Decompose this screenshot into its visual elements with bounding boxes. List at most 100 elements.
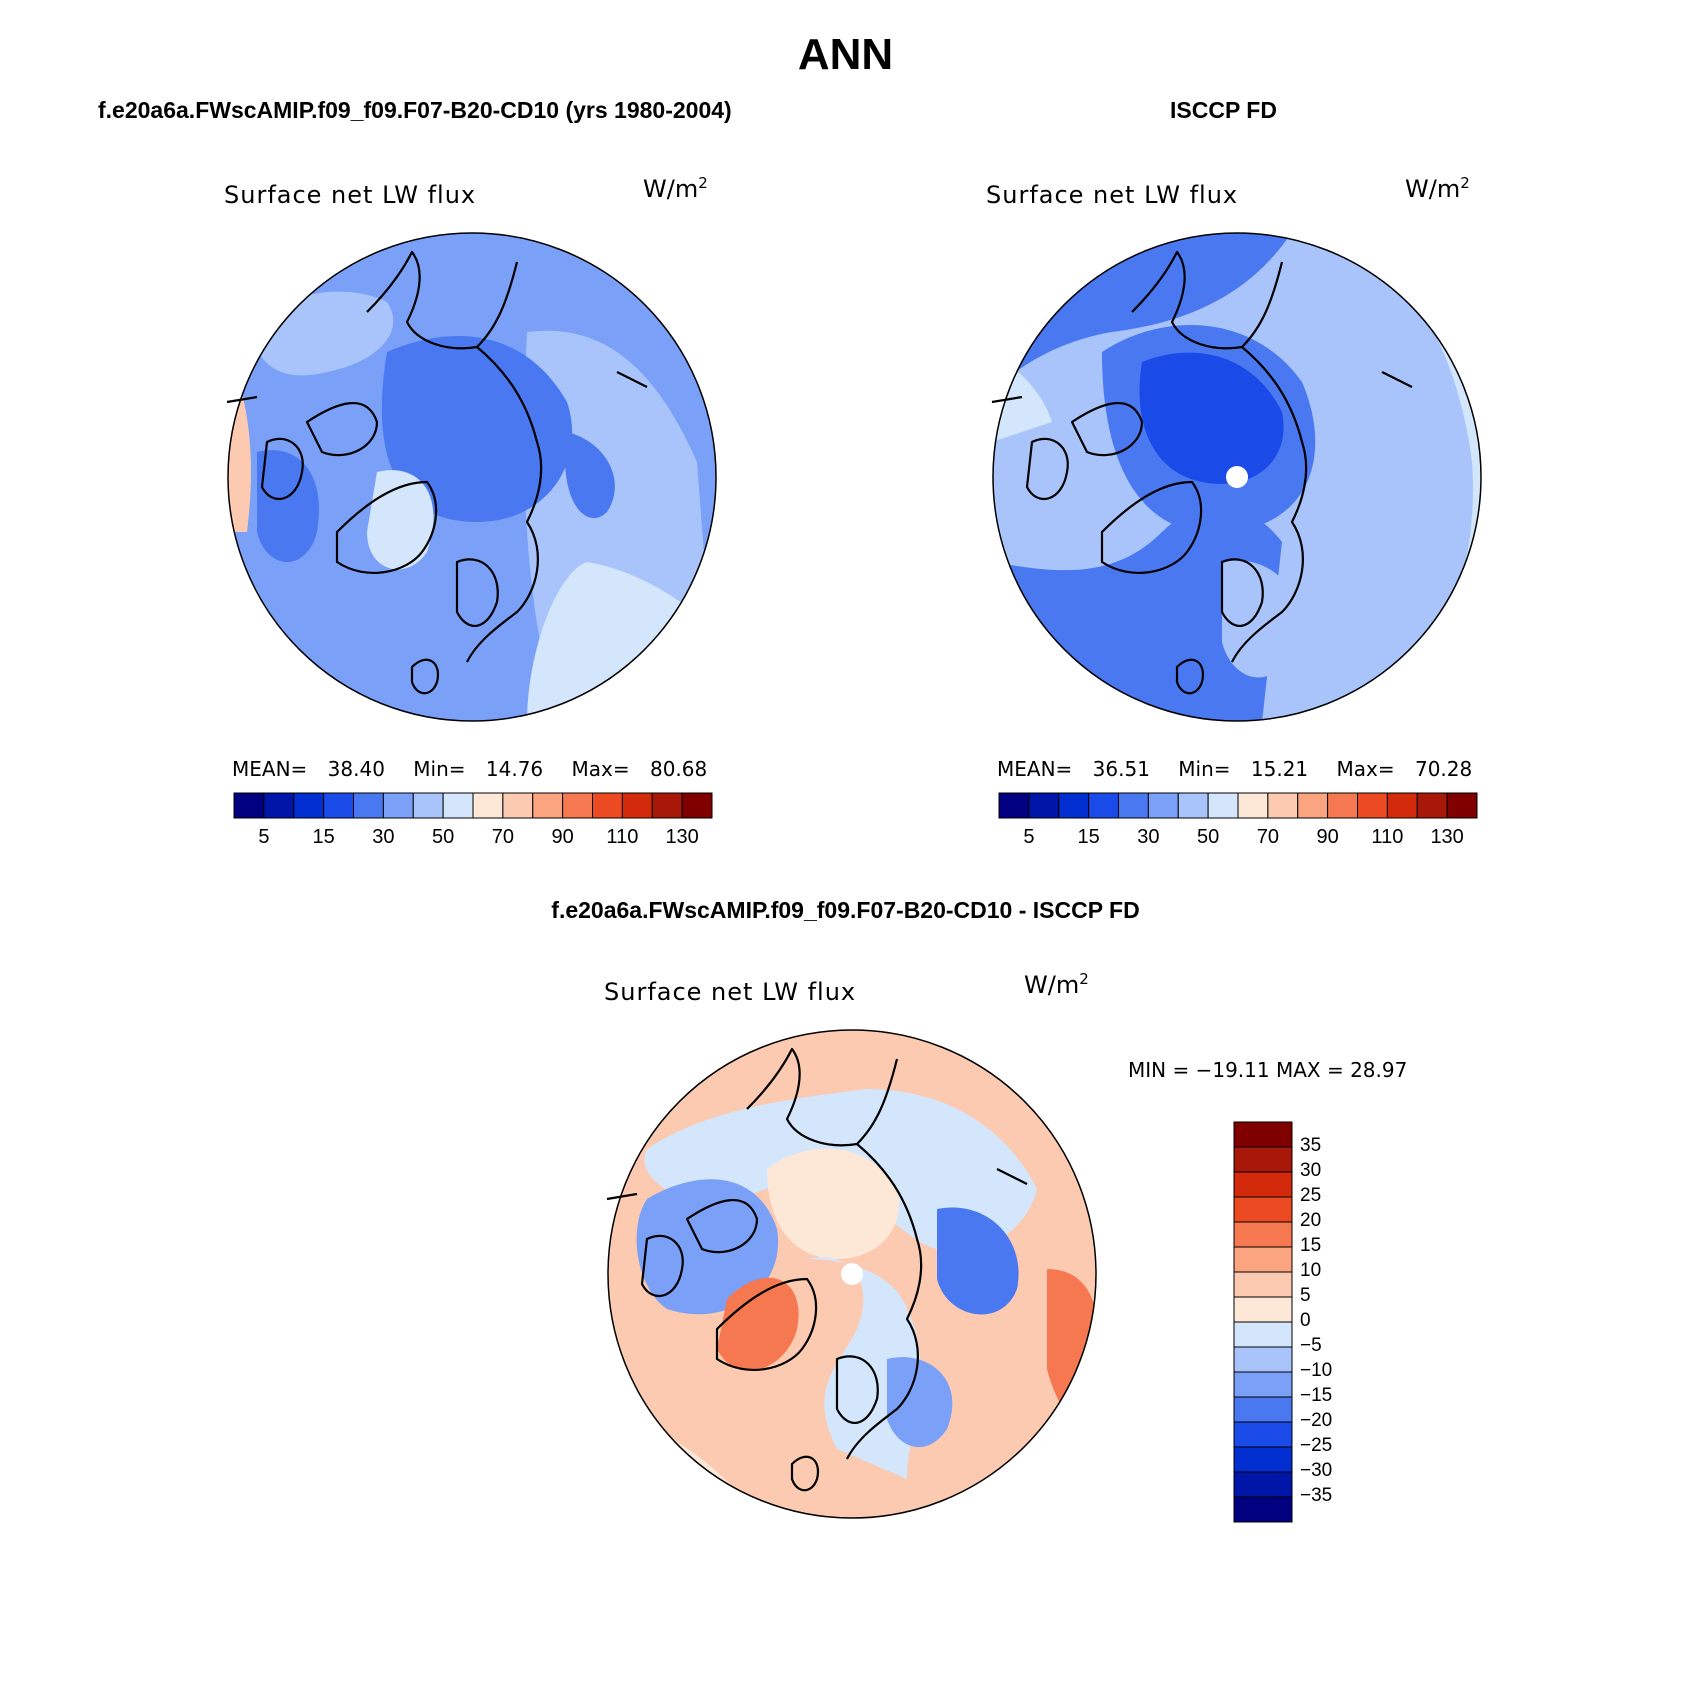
panel-2-stats: MEAN= 36.51 Min= 15.21 Max= 70.28 bbox=[997, 757, 1472, 781]
colorbar-2-swatch bbox=[1416, 792, 1448, 819]
colorbar-2-tick-label: 90 bbox=[1316, 826, 1339, 848]
panel-1-title: f.e20a6a.FWscAMIP.f09_f09.F07-B20-CD10 (… bbox=[98, 97, 732, 123]
colorbar-2 bbox=[998, 792, 1478, 819]
map-1-coastlines bbox=[226, 250, 648, 695]
colorbar-3-tick-label: −25 bbox=[1300, 1435, 1333, 1456]
colorbar-1-swatch bbox=[323, 792, 354, 819]
map-3-greenland-warm-field bbox=[717, 1277, 799, 1371]
panel-1-mean-label: MEAN= bbox=[232, 757, 308, 781]
colorbar-3-tick-label: 35 bbox=[1300, 1135, 1322, 1156]
panel-2-min-value: 15.21 bbox=[1250, 757, 1309, 781]
map-3-coastlines bbox=[606, 1047, 1028, 1492]
colorbar-1-swatch bbox=[263, 792, 295, 819]
colorbar-1-swatch bbox=[233, 792, 265, 819]
colorbar-3-tick-label: 25 bbox=[1300, 1185, 1322, 1206]
colorbar-2-tick-label: 5 bbox=[1023, 826, 1035, 848]
colorbar-3-swatch bbox=[1233, 1296, 1293, 1323]
colorbar-1-tick-label: 70 bbox=[491, 826, 514, 848]
colorbar-3-swatch bbox=[1233, 1446, 1293, 1473]
map-1-siberia-field bbox=[565, 432, 615, 519]
colorbar-3-swatch bbox=[1233, 1471, 1293, 1498]
colorbar-2-swatch bbox=[1088, 792, 1119, 819]
colorbar-1-tick-label: 30 bbox=[372, 826, 395, 848]
colorbar-3-tick-label: −35 bbox=[1300, 1485, 1333, 1506]
map-2 bbox=[991, 232, 1482, 722]
panel-3-units-text: W/m bbox=[1024, 971, 1080, 999]
map-2-arctic-inner-field bbox=[1139, 352, 1284, 484]
colorbar-3-tick-label: 20 bbox=[1300, 1210, 1322, 1231]
panel-2-mean-label: MEAN= bbox=[997, 757, 1073, 781]
panel-2-min-label: Min= bbox=[1178, 757, 1231, 781]
map-3-boundary bbox=[607, 1029, 1097, 1519]
colorbar-1-swatch bbox=[592, 792, 623, 819]
colorbar-1-tick-label: 90 bbox=[551, 826, 574, 848]
colorbar-1-swatch bbox=[472, 792, 504, 819]
map-3-europe-cool-field bbox=[887, 1357, 953, 1448]
colorbar-1-swatch bbox=[412, 792, 444, 819]
map-2-boundary bbox=[992, 232, 1482, 722]
map-3-east-warm-field bbox=[1047, 1269, 1096, 1449]
panel-2-units-text: W/m bbox=[1405, 175, 1461, 203]
colorbar-3-tick-label: −20 bbox=[1300, 1410, 1333, 1431]
panel-2-variable-label: Surface net LW flux bbox=[986, 181, 1239, 209]
map-1-greenland-field bbox=[367, 470, 434, 570]
colorbar-3-tick-label: −5 bbox=[1300, 1335, 1322, 1356]
colorbar-3-swatch bbox=[1233, 1421, 1293, 1448]
colorbar-2-tick-label: 110 bbox=[1371, 826, 1404, 848]
colorbar-3-swatch bbox=[1233, 1171, 1293, 1198]
colorbar-1-tick-label: 15 bbox=[312, 826, 335, 848]
colorbar-1-tick-label: 110 bbox=[606, 826, 639, 848]
colorbar-2-swatch bbox=[1327, 792, 1358, 819]
panel-2-title: ISCCP FD bbox=[1170, 97, 1277, 123]
colorbar-2-swatch bbox=[1028, 792, 1060, 819]
colorbar-1-swatch bbox=[293, 792, 325, 819]
colorbar-1-swatch bbox=[621, 792, 653, 819]
panel-1-units-label: W/m2 bbox=[643, 174, 708, 203]
colorbar-3-swatch bbox=[1233, 1346, 1293, 1373]
panel-1-max-label: Max= bbox=[571, 757, 630, 781]
panel-1-mean-value: 38.40 bbox=[327, 757, 385, 781]
map-1-arctic-field bbox=[381, 336, 573, 522]
panel-3-units-exp: 2 bbox=[1079, 970, 1089, 988]
colorbar-2-swatch bbox=[1267, 792, 1299, 819]
panel-1-variable-label: Surface net LW flux bbox=[224, 181, 477, 209]
panel-1-max-value: 80.68 bbox=[649, 757, 708, 781]
colorbar-1-swatch bbox=[562, 792, 593, 819]
colorbar-3-tick-label: −15 bbox=[1300, 1385, 1333, 1406]
panel-1-min-label: Min= bbox=[413, 757, 466, 781]
panel-3-variable-label: Surface net LW flux bbox=[604, 978, 857, 1006]
map-1-canada-field bbox=[257, 450, 319, 562]
map-3 bbox=[606, 1029, 1097, 1519]
colorbar-2-tick-label: 70 bbox=[1256, 826, 1279, 848]
colorbar-3-tick-label: 10 bbox=[1300, 1260, 1322, 1281]
colorbar-3-swatch bbox=[1233, 1271, 1293, 1298]
colorbar-3-swatch bbox=[1233, 1196, 1293, 1223]
colorbar-1-swatch bbox=[382, 792, 414, 819]
colorbar-3 bbox=[1233, 1121, 1293, 1523]
colorbar-3-tick-label: −10 bbox=[1300, 1360, 1333, 1381]
panel-1-units-exp: 2 bbox=[698, 174, 708, 192]
colorbar-3-swatch bbox=[1233, 1121, 1293, 1148]
colorbar-1-swatch bbox=[532, 792, 564, 819]
colorbar-3-tick-label: 5 bbox=[1300, 1285, 1311, 1306]
map-3-canada-cool-field bbox=[636, 1179, 779, 1315]
colorbar-2-swatch bbox=[1207, 792, 1239, 819]
colorbar-3-tick-label: 15 bbox=[1300, 1235, 1322, 1256]
colorbar-2-swatch bbox=[1357, 792, 1388, 819]
panel-2-max-label: Max= bbox=[1336, 757, 1395, 781]
colorbar-1-swatch bbox=[353, 792, 384, 819]
colorbar-3-swatch bbox=[1233, 1221, 1293, 1248]
colorbar-1-tick-label: 50 bbox=[432, 826, 455, 848]
colorbar-3-tick-labels: 35 30 25 20 15 10 5 0 −5 −10 −15 −20 −25 −30 −35 bbox=[1300, 1122, 1380, 1522]
colorbar-2-swatch bbox=[1177, 792, 1209, 819]
colorbar-3-swatch bbox=[1233, 1371, 1293, 1398]
colorbar-2-tick-labels: 5 15 30 50 70 90 110 130 bbox=[999, 826, 1477, 852]
colorbar-3-tick-label: 0 bbox=[1300, 1310, 1311, 1331]
colorbar-1-tick-label: 130 bbox=[665, 826, 699, 848]
map-1 bbox=[226, 232, 717, 722]
colorbar-2-tick-label: 50 bbox=[1197, 826, 1220, 848]
colorbar-3-swatch bbox=[1233, 1496, 1293, 1523]
panel-1-stats: MEAN= 38.40 Min= 14.76 Max= 80.68 bbox=[232, 757, 707, 781]
panel-2-units-exp: 2 bbox=[1460, 174, 1470, 192]
panel-2-max-value: 70.28 bbox=[1414, 757, 1473, 781]
